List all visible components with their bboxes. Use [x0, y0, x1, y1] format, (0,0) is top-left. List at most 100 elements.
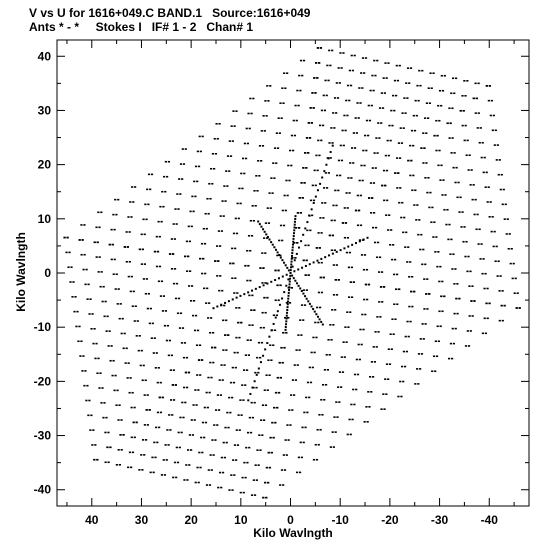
- y-axis-title: Kilo Wavlngth: [14, 232, 28, 312]
- uv-point: [400, 395, 403, 398]
- uv-point: [455, 166, 458, 169]
- uv-point: [375, 137, 378, 139]
- uv-point: [231, 396, 234, 399]
- uv-point: [145, 218, 148, 221]
- uv-point: [297, 227, 301, 229]
- uv-point: [276, 310, 279, 313]
- uv-point: [95, 256, 98, 258]
- uv-point: [352, 162, 355, 164]
- uv-point: [278, 253, 281, 256]
- uv-point: [398, 288, 401, 291]
- uv-point: [407, 159, 410, 162]
- uv-point: [366, 298, 369, 301]
- uv-point: [368, 406, 371, 408]
- uv-point: [322, 276, 325, 279]
- uv-point: [155, 265, 159, 268]
- uv-point: [369, 89, 372, 92]
- uv-point: [304, 152, 307, 154]
- uv-point: [223, 364, 226, 366]
- uv-point: [143, 263, 146, 265]
- uv-point: [414, 189, 417, 192]
- uv-point: [291, 254, 294, 257]
- uv-point: [302, 441, 305, 444]
- uv-point: [263, 230, 266, 233]
- uv-point: [219, 215, 222, 217]
- uv-point: [299, 441, 302, 444]
- uv-point: [103, 315, 106, 318]
- x-tick-label: 0: [287, 513, 294, 527]
- uv-point: [294, 379, 298, 381]
- uv-point: [262, 496, 265, 499]
- uv-point: [291, 274, 294, 277]
- uv-point: [177, 208, 180, 210]
- uv-point: [384, 184, 387, 187]
- uv-point: [363, 254, 367, 256]
- uv-point: [99, 285, 102, 288]
- uv-point: [213, 167, 216, 170]
- uv-point: [110, 228, 113, 231]
- uv-point: [291, 252, 294, 255]
- uv-point: [392, 333, 395, 336]
- uv-point: [350, 266, 354, 269]
- uv-point: [172, 223, 175, 225]
- uv-point: [362, 149, 365, 152]
- uv-point: [236, 202, 239, 205]
- uv-point: [141, 469, 144, 471]
- uv-point: [297, 284, 300, 287]
- uv-point: [235, 336, 238, 339]
- uv-point: [207, 376, 210, 379]
- uv-point: [347, 296, 351, 298]
- uv-point: [450, 152, 453, 154]
- uv-point: [287, 316, 290, 319]
- uv-point: [189, 210, 192, 213]
- uv-point: [234, 217, 237, 220]
- uv-point: [250, 401, 253, 404]
- uv-point: [399, 127, 402, 129]
- uv-point: [199, 257, 202, 260]
- uv-point: [305, 396, 308, 399]
- uv-point: [260, 225, 263, 228]
- uv-point: [502, 188, 505, 191]
- uv-point: [142, 278, 145, 280]
- uv-point: [320, 257, 323, 260]
- uv-point: [494, 129, 497, 132]
- uv-point: [283, 291, 286, 294]
- uv-point: [96, 458, 99, 461]
- uv-point: [208, 484, 212, 486]
- uv-point: [165, 459, 168, 461]
- uv-point: [158, 265, 162, 268]
- uv-point: [450, 238, 453, 241]
- uv-point: [246, 279, 249, 282]
- uv-point: [425, 132, 428, 134]
- uv-point: [193, 329, 197, 332]
- uv-point: [271, 421, 274, 424]
- uv-point: [353, 147, 357, 149]
- uv-point: [117, 449, 120, 451]
- uv-point: [372, 89, 375, 92]
- uv-point: [200, 359, 204, 361]
- uv-point: [477, 112, 480, 114]
- uv-point: [200, 242, 204, 245]
- uv-point: [385, 77, 388, 79]
- uv-point: [317, 232, 320, 234]
- uv-point: [372, 346, 375, 348]
- uv-point: [206, 287, 209, 290]
- uv-point: [340, 386, 343, 388]
- uv-point: [309, 381, 313, 384]
- uv-point: [401, 112, 404, 114]
- uv-point: [294, 227, 298, 229]
- uv-point: [298, 471, 302, 474]
- uv-point: [197, 389, 200, 391]
- uv-point: [319, 306, 322, 309]
- uv-point: [198, 344, 202, 347]
- uv-point: [321, 176, 324, 179]
- uv-point: [284, 264, 287, 267]
- uv-point: [492, 114, 495, 117]
- uv-point: [181, 327, 185, 329]
- uv-point: [296, 212, 300, 214]
- uv-point: [237, 321, 240, 324]
- x-tick-label: 40: [85, 513, 99, 527]
- uv-point: [194, 481, 197, 484]
- uv-point: [451, 268, 454, 270]
- uv-point: [217, 260, 220, 262]
